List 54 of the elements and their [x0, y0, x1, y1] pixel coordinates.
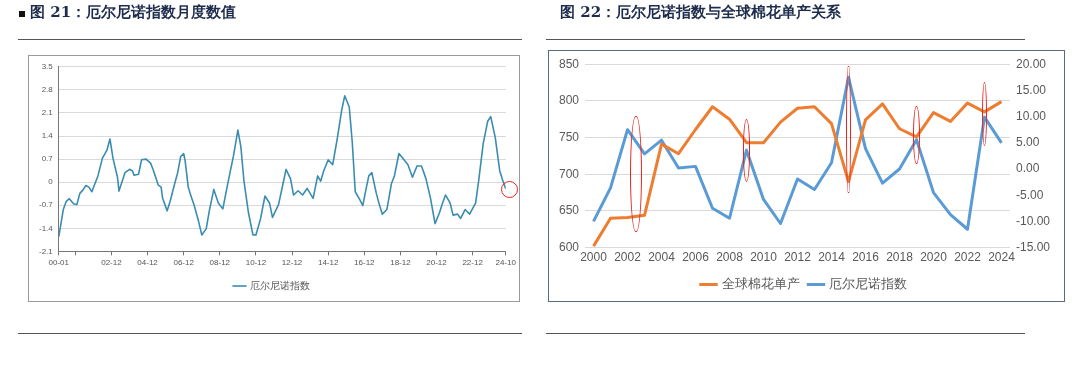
- x-tick-label: 2014: [818, 250, 846, 265]
- y-tick-label: 800: [558, 93, 580, 108]
- x-tick-label: 22-12: [462, 258, 484, 268]
- x-tick-label: 2004: [648, 250, 676, 265]
- y-tick-label: 0: [48, 177, 54, 187]
- y2-tick-label: 20.00: [1015, 56, 1047, 71]
- y2-tick-label: -10.00: [1015, 213, 1051, 228]
- y-tick-label: 700: [558, 166, 580, 181]
- x-tick-label: 24-10: [495, 258, 517, 268]
- y-tick-label: 600: [558, 239, 580, 254]
- x-tick-label: 16-12: [354, 258, 376, 268]
- y-tick-label: 650: [558, 203, 580, 218]
- x-tick-label: 2022: [954, 250, 982, 265]
- y-tick-label: 2.8: [41, 85, 54, 95]
- x-tick-label: 2024: [988, 250, 1016, 265]
- x-tick-label: 2010: [750, 250, 778, 265]
- x-tick-label: 2000: [580, 250, 608, 265]
- x-tick-label: 2008: [716, 250, 744, 265]
- x-tick-label: 08-12: [209, 258, 231, 268]
- x-tick-label: 2018: [886, 250, 914, 265]
- y-tick-label: -0.7: [38, 200, 54, 210]
- y2-tick-label: 15.00: [1015, 82, 1047, 97]
- x-tick-label: 2006: [682, 250, 710, 265]
- chart-title: 图 21：厄尔尼诺指数月度数值: [30, 3, 237, 22]
- x-tick-label: 04-12: [137, 258, 159, 268]
- y-tick-label: 2.1: [41, 108, 54, 118]
- x-tick-label: 2016: [852, 250, 880, 265]
- y2-tick-label: -15.00: [1015, 239, 1051, 254]
- y-tick-label: -2.1: [38, 246, 54, 256]
- y-tick-label: 850: [558, 56, 580, 71]
- legend-label: 全球棉花单产: [721, 275, 800, 291]
- x-tick-label: 20-12: [426, 258, 448, 268]
- y-tick-label: 3.5: [41, 62, 54, 71]
- x-tick-label: 2012: [784, 250, 812, 265]
- y2-tick-label: -5.00: [1015, 187, 1044, 202]
- y2-tick-label: 10.00: [1015, 108, 1047, 123]
- x-tick-label: 10-12: [245, 258, 267, 268]
- x-tick-label: 18-12: [390, 258, 412, 268]
- x-tick-label: 14-12: [317, 258, 339, 268]
- x-tick-label: 00-01: [48, 258, 70, 268]
- x-tick-label: 2002: [614, 250, 642, 265]
- legend-label: 厄尔尼诺指数: [249, 279, 310, 291]
- x-tick-label: 12-12: [281, 258, 303, 268]
- x-tick-label: 06-12: [173, 258, 195, 268]
- y2-tick-label: 0.00: [1015, 161, 1040, 176]
- y-tick-label: 0.7: [41, 154, 54, 164]
- y2-tick-label: 5.00: [1015, 135, 1040, 150]
- chart-title: 图 22：厄尔尼诺指数与全球棉花单产关系: [560, 3, 842, 22]
- y-tick-label: 750: [558, 129, 580, 144]
- x-tick-label: 02-12: [101, 258, 123, 268]
- y-tick-label: -1.4: [38, 223, 54, 233]
- y-tick-label: 1.4: [41, 131, 54, 141]
- x-tick-label: 2020: [920, 250, 948, 265]
- legend-label: 厄尔尼诺指数: [829, 275, 907, 291]
